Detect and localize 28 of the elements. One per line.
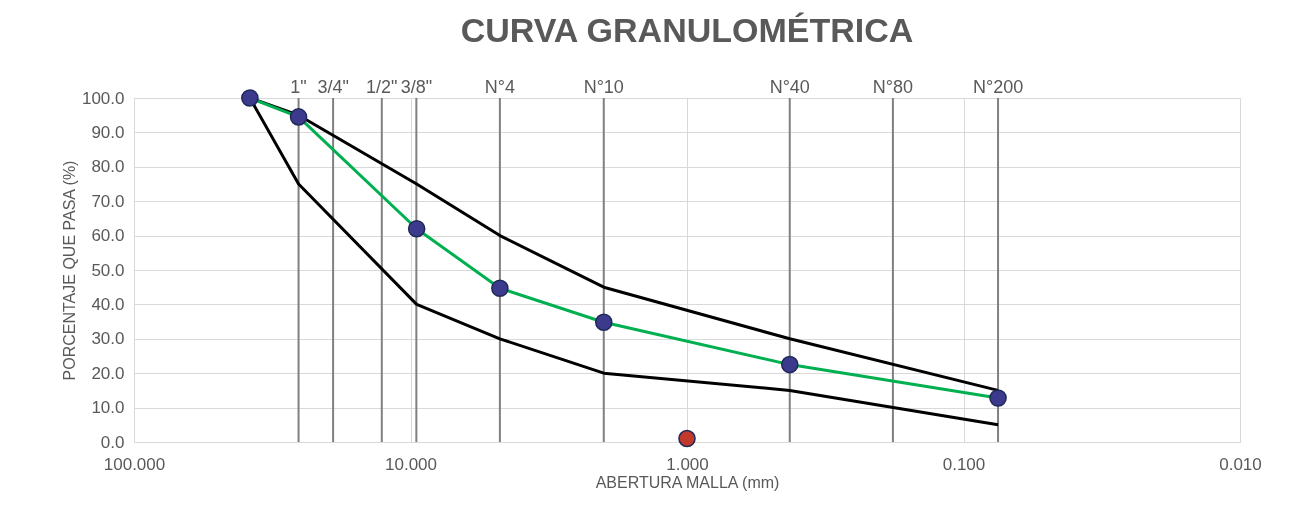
x-tick-label: 10.000 (385, 454, 437, 474)
annotation: 3/8" (400, 77, 433, 97)
y-tick-label: 70.0 (91, 191, 125, 211)
y-tick-label: 30.0 (91, 329, 125, 349)
y-axis-title: PORCENTAJE QUE PASA (%) (60, 160, 78, 381)
y-tick-label: 40.0 (91, 294, 125, 314)
x-tick-label: 0.100 (942, 454, 986, 474)
y-tick-label: 50.0 (91, 260, 125, 280)
annotation: 1" (290, 77, 307, 97)
annotation: N°40 (769, 77, 810, 97)
y-tick-label: 90.0 (91, 122, 125, 142)
annotation: N°10 (583, 77, 624, 97)
y-tick-label: 100.0 (81, 88, 125, 108)
x-axis-title: ABERTURA MALLA (mm) (595, 473, 780, 491)
y-tick-label: 10.0 (91, 398, 125, 418)
annotation: N°80 (872, 77, 914, 97)
annotation: 3/4" (317, 77, 349, 97)
y-tick-label: 60.0 (91, 226, 125, 246)
x-tick-label: 100.000 (103, 454, 166, 474)
y-tick-label: 80.0 (91, 157, 125, 177)
x-tick-label: 1.000 (666, 454, 709, 474)
y-tick-label: 20.0 (91, 363, 125, 383)
x-tick-label: 0.010 (1219, 454, 1262, 474)
annotation: 1/2" (366, 77, 398, 97)
annotation: N°4 (484, 77, 515, 97)
chart-title: CURVA GRANULOMÉTRICA (460, 11, 914, 49)
annotation: N°200 (972, 77, 1024, 97)
y-tick-label: 0.0 (100, 432, 125, 452)
